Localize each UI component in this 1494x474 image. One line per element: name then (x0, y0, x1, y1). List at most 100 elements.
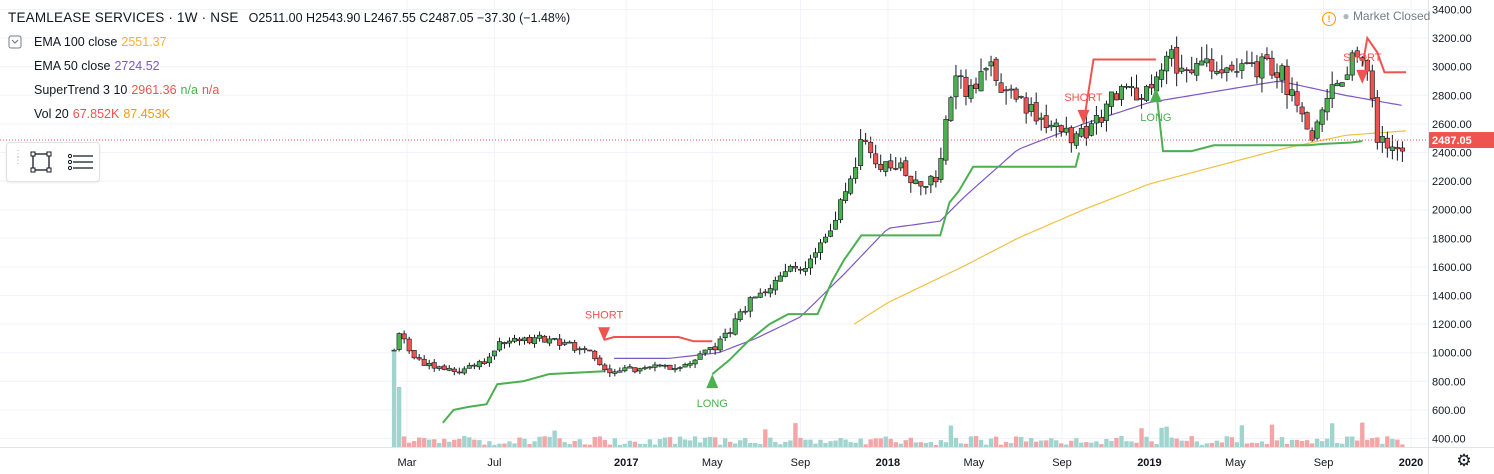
settings-lines-icon[interactable] (67, 150, 95, 177)
drawing-toolbox[interactable]: ⋮ ⋮ (6, 142, 100, 182)
volume-bar (497, 443, 502, 447)
volume-bar (502, 443, 507, 447)
volume-bar (427, 439, 432, 447)
indicator-ema100[interactable]: EMA 100 close 2551.37 (8, 30, 570, 54)
volume-bar (763, 429, 768, 447)
volume-bar (1355, 440, 1360, 447)
symbol-title[interactable]: TEAMLEASE SERVICES · 1W · NSE (8, 10, 239, 25)
volume-bar (838, 437, 843, 447)
indicator-ema50[interactable]: EMA 50 close 2724.52 (8, 54, 570, 78)
candle-body (1224, 67, 1230, 73)
collapse-legend-icon[interactable] (8, 30, 24, 54)
candle-body (527, 336, 533, 344)
candle-body (1174, 46, 1180, 74)
candle-body (712, 346, 718, 351)
candle-body (697, 353, 703, 360)
time-axis[interactable]: Mar Jul 2017 May Sep 2018 May Sep 2019 May Sep 2020 (0, 447, 1494, 470)
candle-body (1279, 65, 1285, 81)
volume-bar (517, 437, 522, 447)
candle-body (501, 342, 507, 345)
candle-body (1329, 84, 1335, 99)
candle-body (396, 333, 402, 350)
volume-bar (642, 444, 648, 447)
candle-body (1264, 54, 1270, 60)
indicator-volume[interactable]: Vol 20 67.852K 87.453K (8, 102, 570, 126)
volume-bar (928, 441, 934, 447)
candle-body (466, 365, 472, 369)
candle-body (908, 175, 914, 184)
market-status[interactable]: ! ● Market Closed (1322, 9, 1430, 26)
volume-bar (1064, 444, 1069, 447)
candle-body (953, 75, 959, 98)
volume-bar (903, 440, 908, 447)
candle-body (888, 160, 894, 169)
candle-body (592, 350, 598, 360)
candle-body (1304, 112, 1310, 130)
volume-bar (818, 439, 823, 447)
volume-bar (953, 437, 959, 447)
volume-bar (592, 436, 597, 447)
rectangle-select-icon[interactable] (29, 150, 53, 177)
volume-bar (401, 436, 407, 447)
indicator-supertrend[interactable]: SuperTrend 3 10 2961.36 n/a n/a (8, 78, 570, 102)
candle-body (667, 364, 673, 370)
candle-body (1199, 60, 1205, 66)
signal-markers: SHORT LONG SHORT LONG SHORT (585, 52, 1382, 410)
candle-body (1354, 50, 1360, 58)
candle-body (1374, 97, 1380, 143)
volume-bar (1294, 439, 1300, 447)
status-dot-icon: ● (1342, 9, 1350, 23)
volume-bar (978, 439, 984, 447)
volume-bar (813, 443, 818, 447)
volume-bar (432, 439, 437, 447)
price-axis[interactable]: 400.00 600.00 800.00 1000.00 1200.00 1400.00 1… (1428, 0, 1494, 474)
volume-bar (472, 439, 477, 447)
volume-bar (1249, 442, 1255, 447)
candle-body (612, 371, 618, 374)
volume-bar (522, 438, 527, 447)
candle-body (672, 368, 678, 371)
candle-body (687, 363, 693, 366)
candle-body (757, 292, 763, 298)
supertrend-value: 2961.36 (131, 83, 177, 97)
drag-handle-icon[interactable]: ⋮ ⋮ (13, 149, 23, 166)
volume-bar (768, 437, 773, 447)
volume-bar (1329, 423, 1335, 447)
volume-bar (988, 438, 994, 447)
volume-bar (1114, 437, 1119, 447)
volume-bars (391, 352, 1405, 447)
gear-icon[interactable]: ⚙ (1456, 451, 1472, 470)
volume-bar (1139, 428, 1144, 447)
time-tick-label: 2017 (614, 457, 638, 469)
time-tick-label: 2019 (1137, 457, 1161, 469)
candle-body (436, 366, 442, 369)
volume-bar (722, 438, 728, 447)
volume-bar (492, 444, 497, 447)
volume-bar (622, 443, 628, 447)
candle-body (657, 364, 663, 367)
candle-body (787, 265, 793, 272)
volume-bar (697, 442, 703, 447)
legend-title-row: TEAMLEASE SERVICES · 1W · NSE O2511.00 H2… (8, 6, 570, 30)
candle-body (732, 318, 738, 335)
candle-body (938, 158, 944, 180)
candle-body (441, 365, 447, 370)
candle-body (652, 364, 658, 368)
volume-bar (467, 437, 472, 447)
volume-bar (1013, 436, 1019, 447)
volume-bar (1199, 444, 1204, 447)
volume-bar (993, 436, 999, 447)
candle-body (1048, 124, 1054, 128)
volume-bar (487, 441, 492, 447)
volume-bar (447, 441, 452, 447)
candle-body (1088, 123, 1094, 136)
volume-bar (1314, 438, 1320, 447)
volume-bar (1049, 438, 1054, 447)
supertrend-down-segment (1361, 35, 1407, 74)
candle-body (1129, 86, 1135, 89)
volume-bar (1104, 438, 1109, 447)
candle-body (1234, 71, 1240, 73)
time-tick-label: Sep (791, 457, 811, 469)
ema100-value: 2551.37 (121, 35, 167, 49)
